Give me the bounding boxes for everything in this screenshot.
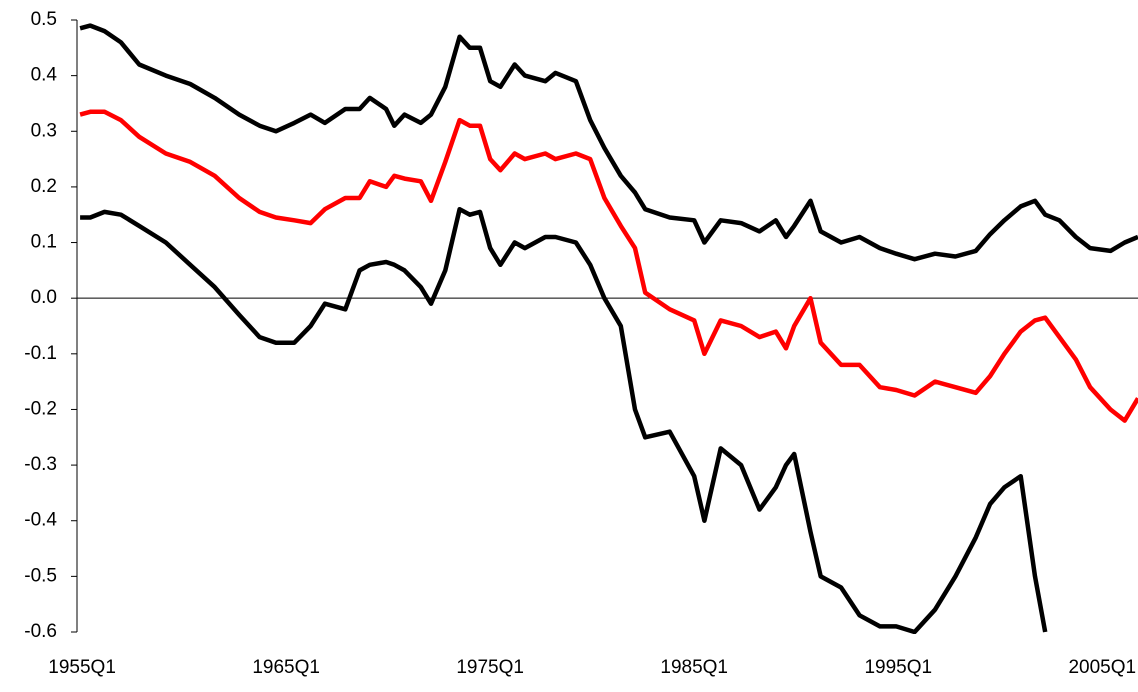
y-tick-label: 0.3: [31, 120, 57, 141]
x-tick-label: 1965Q1: [252, 657, 320, 678]
series-line: [80, 206, 1048, 634]
y-tick-label: -0.1: [24, 343, 57, 364]
series-line: [79, 23, 1138, 262]
y-tick-label: 0.5: [31, 9, 57, 30]
y-tick-label: -0.5: [24, 565, 57, 586]
y-tick-label: -0.3: [24, 454, 57, 475]
x-tick-label: 1955Q1: [48, 657, 116, 678]
x-tick-label: 1975Q1: [456, 657, 524, 678]
y-tick-label: 0.0: [31, 287, 57, 308]
y-tick-label: 0.1: [31, 232, 57, 253]
plot-area: [79, 23, 1138, 634]
y-tick-label: 0.2: [31, 176, 57, 197]
x-tick-label: 2005Q1: [1068, 657, 1136, 678]
y-tick-label: 0.4: [31, 65, 58, 86]
y-tick-label: -0.2: [24, 398, 57, 419]
series-line: [79, 109, 1138, 423]
x-tick-label: 1985Q1: [660, 657, 728, 678]
y-tick-label: -0.6: [24, 621, 57, 642]
x-tick-label: 1995Q1: [864, 657, 932, 678]
y-tick-label: -0.4: [24, 510, 57, 531]
